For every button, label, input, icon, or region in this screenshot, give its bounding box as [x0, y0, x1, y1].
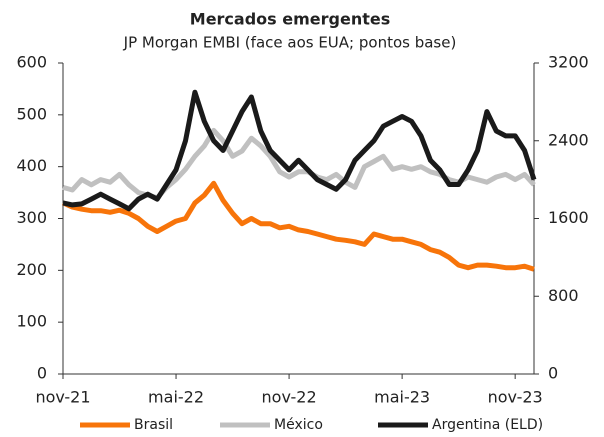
y-tick-label: 100: [16, 312, 47, 331]
chart-subtitle: JP Morgan EMBI (face aos EUA; pontos bas…: [123, 34, 457, 52]
y-tick-label: 300: [16, 208, 47, 227]
y-tick-label: 0: [37, 364, 47, 383]
y2-tick-label: 0: [548, 364, 558, 383]
y-tick-label: 200: [16, 260, 47, 279]
x-tick-label: nov-23: [488, 388, 543, 407]
chart-title: Mercados emergentes: [190, 10, 390, 29]
y2-tick-label: 1600: [548, 208, 589, 227]
legend-label: Brasil: [134, 417, 173, 433]
x-tick-label: mai-23: [374, 388, 430, 407]
y-tick-label: 600: [16, 53, 47, 72]
y2-tick-label: 3200: [548, 53, 589, 72]
series-line: [62, 89, 537, 212]
legend-label: Argentina (ELD): [432, 417, 543, 433]
y2-tick-label: 2400: [548, 130, 589, 149]
x-tick-label: nov-21: [35, 388, 90, 407]
x-tick-label: mai-22: [148, 388, 204, 407]
series-line: [62, 127, 536, 201]
y-tick-label: 400: [16, 156, 47, 175]
y-tick-label: 500: [16, 104, 47, 123]
series-line: [61, 180, 535, 272]
legend-label: México: [274, 417, 323, 433]
y2-tick-label: 800: [548, 286, 579, 305]
x-tick-label: nov-22: [262, 388, 317, 407]
